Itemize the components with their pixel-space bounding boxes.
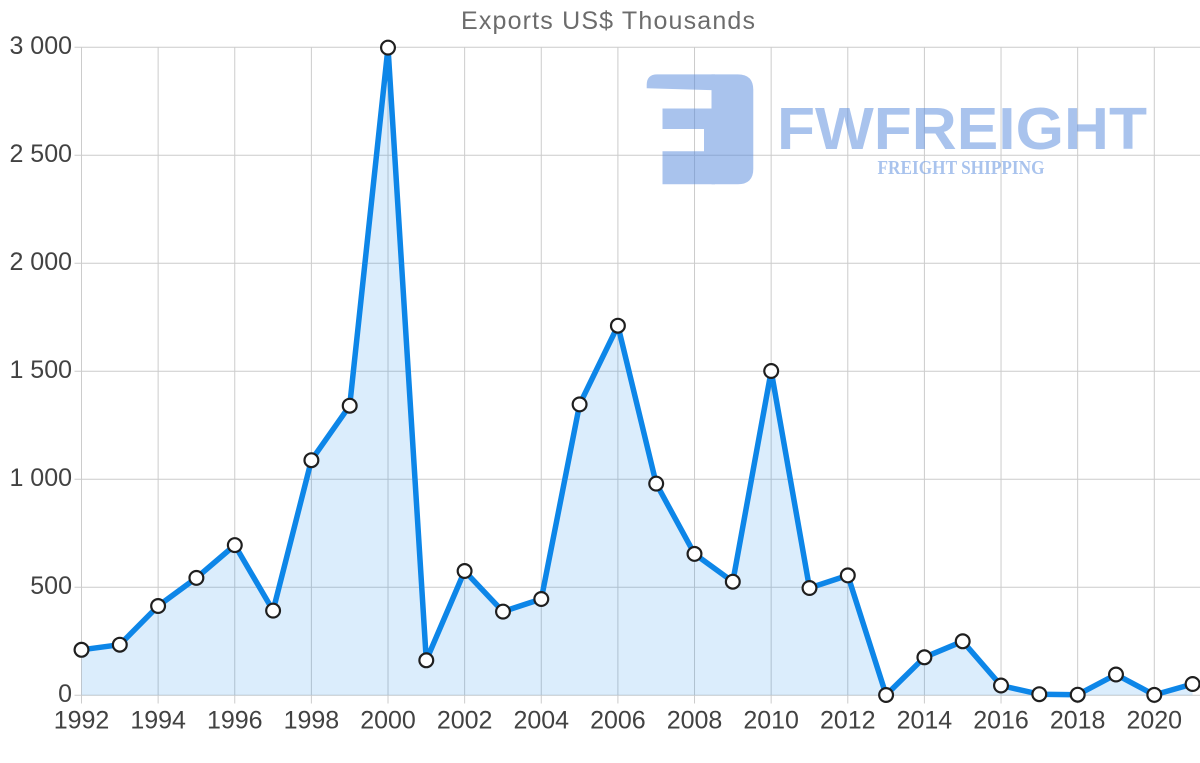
svg-text:0: 0 bbox=[58, 680, 72, 708]
svg-text:500: 500 bbox=[30, 572, 72, 600]
svg-text:2016: 2016 bbox=[973, 707, 1029, 735]
svg-text:2 500: 2 500 bbox=[9, 140, 72, 168]
svg-text:2008: 2008 bbox=[667, 707, 723, 735]
svg-text:2006: 2006 bbox=[590, 707, 646, 735]
svg-text:1992: 1992 bbox=[54, 707, 110, 735]
svg-text:2020: 2020 bbox=[1126, 707, 1182, 735]
svg-text:2000: 2000 bbox=[360, 707, 416, 735]
svg-text:1998: 1998 bbox=[284, 707, 340, 735]
svg-text:3 000: 3 000 bbox=[9, 32, 72, 60]
svg-text:2012: 2012 bbox=[820, 707, 876, 735]
svg-text:1 000: 1 000 bbox=[9, 464, 72, 492]
svg-text:2004: 2004 bbox=[513, 707, 569, 735]
svg-text:1 500: 1 500 bbox=[9, 356, 72, 384]
svg-text:Exports US$ Thousands: Exports US$ Thousands bbox=[461, 7, 755, 35]
svg-text:FWFREIGHT: FWFREIGHT bbox=[777, 96, 1147, 162]
svg-text:1994: 1994 bbox=[130, 707, 186, 735]
svg-text:2014: 2014 bbox=[897, 707, 953, 735]
svg-text:2010: 2010 bbox=[743, 707, 799, 735]
svg-text:1996: 1996 bbox=[207, 707, 263, 735]
svg-text:2002: 2002 bbox=[437, 707, 493, 735]
svg-text:2018: 2018 bbox=[1050, 707, 1106, 735]
svg-text:FREIGHT SHIPPING: FREIGHT SHIPPING bbox=[878, 157, 1045, 179]
svg-text:2 000: 2 000 bbox=[9, 248, 72, 276]
